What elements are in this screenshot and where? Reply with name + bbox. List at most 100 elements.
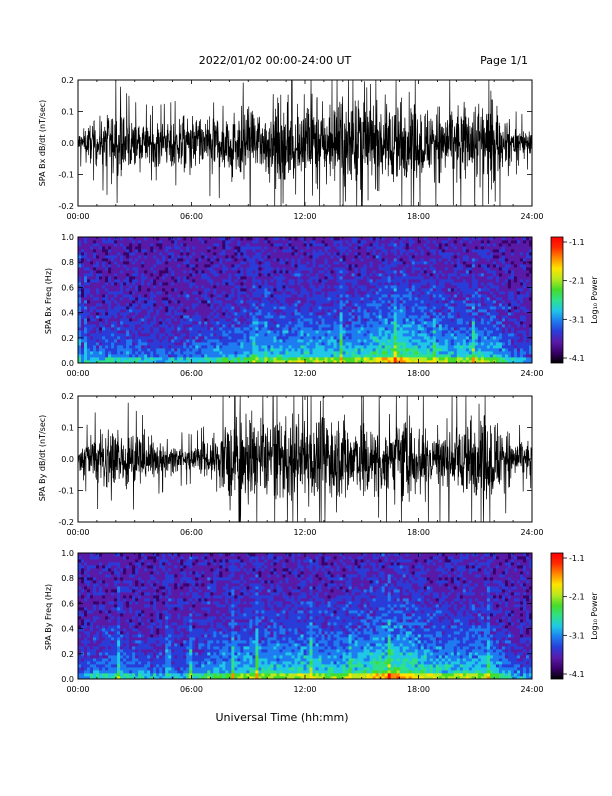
spectrogram-cell — [231, 276, 234, 279]
spectrogram-cell — [150, 333, 153, 336]
spectrogram-cell — [111, 333, 114, 336]
spectrogram-cell — [219, 243, 222, 246]
spectrogram-cell — [261, 270, 264, 273]
spectrogram-cell — [370, 285, 373, 288]
spectrogram-cell — [388, 357, 391, 360]
spectrogram-cell — [210, 351, 213, 354]
spectrogram-cell — [331, 246, 334, 249]
spectrogram-cell — [159, 270, 162, 273]
spectrogram-cell — [93, 264, 96, 267]
spectrogram-cell — [294, 291, 297, 294]
spectrogram-cell — [108, 303, 111, 306]
spectrogram-cell — [279, 351, 282, 354]
spectrogram-cell — [153, 291, 156, 294]
spectrogram-cell — [307, 348, 310, 351]
spectrogram-cell — [117, 321, 120, 324]
spectrogram-cell — [159, 327, 162, 330]
spectrogram-cell — [135, 276, 138, 279]
spectrogram-cell — [421, 333, 424, 336]
spectrogram-cell — [114, 300, 117, 303]
spectrogram-cell — [358, 318, 361, 321]
spectrogram-cell — [267, 279, 270, 282]
spectrogram-cell — [147, 279, 150, 282]
spectrogram-cell — [195, 348, 198, 351]
spectrogram-cell — [430, 357, 433, 360]
spectrogram-cell — [177, 333, 180, 336]
spectrogram-cell — [285, 348, 288, 351]
spectrogram-cell — [322, 261, 325, 264]
spectrogram-cell — [123, 291, 126, 294]
spectrogram-cell — [84, 345, 87, 348]
spectrogram-cell — [183, 285, 186, 288]
spectrogram-cell — [216, 342, 219, 345]
spectrogram-cell — [81, 267, 84, 270]
spectrogram-cell — [382, 315, 385, 318]
spectrogram-cell — [255, 345, 258, 348]
spectrogram-cell — [129, 348, 132, 351]
spectrogram-cell — [319, 243, 322, 246]
spectrogram-cell — [159, 333, 162, 336]
spectrogram-cell — [267, 342, 270, 345]
spectrogram-cell — [237, 240, 240, 243]
spectrogram-cell — [376, 309, 379, 312]
spectrogram-cell — [397, 297, 400, 300]
spectrogram-cell — [322, 306, 325, 309]
spectrogram-cell — [322, 315, 325, 318]
spectrogram-cell — [189, 285, 192, 288]
spectrogram-cell — [183, 342, 186, 345]
spectrogram-cell — [403, 297, 406, 300]
spectrogram-cell — [84, 258, 87, 261]
spectrogram-cell — [150, 345, 153, 348]
spectrogram-cell — [424, 249, 427, 252]
spectrogram-cell — [385, 345, 388, 348]
spectrogram-cell — [388, 291, 391, 294]
spectrogram-cell — [288, 273, 291, 276]
spectrogram-cell — [288, 336, 291, 339]
spectrogram-cell — [180, 330, 183, 333]
spectrogram-cell — [267, 300, 270, 303]
spectrogram-cell — [279, 306, 282, 309]
spectrogram-cell — [231, 279, 234, 282]
spectrogram-cell — [153, 297, 156, 300]
spectrogram-cell — [96, 351, 99, 354]
spectrogram-cell — [162, 261, 165, 264]
spectrogram-cell — [234, 300, 237, 303]
spectrogram-cell — [319, 252, 322, 255]
spectrogram-cell — [421, 291, 424, 294]
spectrogram-cell — [240, 348, 243, 351]
spectrogram-cell — [397, 306, 400, 309]
spectrogram-cell — [111, 276, 114, 279]
spectrogram-cell — [427, 324, 430, 327]
spectrogram-cell — [294, 252, 297, 255]
spectrogram-cell — [153, 351, 156, 354]
spectrogram-cell — [195, 252, 198, 255]
spectrogram-cell — [340, 345, 343, 348]
spectrogram-cell — [189, 246, 192, 249]
spectrogram-cell — [144, 351, 147, 354]
spectrogram-cell — [373, 348, 376, 351]
spectrogram-cell — [300, 339, 303, 342]
spectrogram-cell — [111, 288, 114, 291]
spectrogram-cell — [159, 258, 162, 261]
spectrogram-cell — [270, 246, 273, 249]
spectrogram-cell — [273, 309, 276, 312]
spectrogram-cell — [237, 345, 240, 348]
spectrogram-cell — [279, 237, 282, 240]
spectrogram-cell — [297, 276, 300, 279]
spectrogram-cell — [240, 273, 243, 276]
spectrogram-cell — [219, 288, 222, 291]
spectrogram-cell — [111, 267, 114, 270]
spectrogram-cell — [270, 330, 273, 333]
spectrogram-cell — [409, 237, 412, 240]
spectrogram-cell — [319, 258, 322, 261]
spectrogram-cell — [255, 336, 258, 339]
spectrogram-cell — [162, 357, 165, 360]
spectrogram-cell — [313, 291, 316, 294]
spectrogram-cell — [400, 267, 403, 270]
spectrogram-cell — [150, 339, 153, 342]
spectrogram-cell — [144, 255, 147, 258]
spectrogram-cell — [213, 243, 216, 246]
spectrogram-cell — [409, 318, 412, 321]
spectrogram-cell — [198, 339, 201, 342]
spectrogram-cell — [310, 246, 313, 249]
